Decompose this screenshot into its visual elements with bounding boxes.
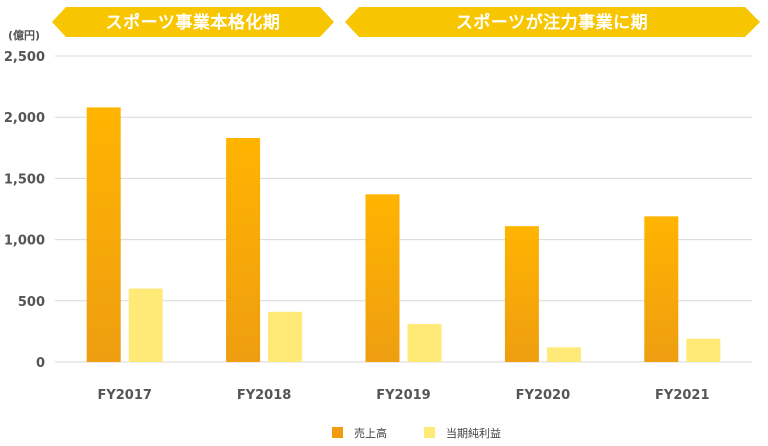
y-tick-labels: 0 500 1,000 1,500 2,000 2,500 bbox=[4, 50, 45, 371]
banner-2-arrow bbox=[345, 7, 760, 37]
x-tick-label: FY2020 bbox=[516, 388, 570, 403]
bar-net-profit bbox=[128, 288, 163, 362]
y-tick-label: 1,000 bbox=[4, 234, 45, 249]
x-tick-label: FY2018 bbox=[237, 388, 291, 403]
y-tick-label: 1,500 bbox=[4, 172, 45, 187]
y-axis-unit-label: (億円) bbox=[8, 28, 40, 42]
legend-label-profit: 当期純利益 bbox=[446, 426, 501, 440]
legend-swatch-profit bbox=[424, 427, 435, 438]
banner-2: スポーツが注力事業に期 bbox=[345, 7, 760, 37]
bars bbox=[86, 107, 721, 363]
y-tick-label: 0 bbox=[36, 356, 45, 371]
y-tick-label: 500 bbox=[18, 295, 45, 310]
banner-1-arrow bbox=[52, 7, 334, 37]
x-tick-label: FY2019 bbox=[376, 388, 430, 403]
x-tick-labels: FY2017 FY2018 FY2019 FY2020 FY2021 bbox=[97, 388, 709, 403]
bar-sales bbox=[86, 107, 121, 363]
bar-sales bbox=[644, 216, 679, 362]
legend-label-sales: 売上高 bbox=[354, 426, 387, 440]
x-tick-label: FY2021 bbox=[655, 388, 709, 403]
bar-net-profit bbox=[268, 311, 303, 362]
bar-sales bbox=[365, 194, 400, 362]
gridlines bbox=[55, 55, 752, 363]
y-tick-label: 2,500 bbox=[4, 50, 45, 65]
bar-sales bbox=[504, 226, 539, 362]
legend: 売上高 当期純利益 bbox=[332, 426, 501, 440]
banner-1-text: スポーツ事業本格化期 bbox=[106, 12, 281, 33]
legend-swatch-sales bbox=[332, 427, 343, 438]
banner-2-text: スポーツが注力事業に期 bbox=[456, 12, 648, 33]
bar-net-profit bbox=[546, 347, 581, 362]
x-tick-label: FY2017 bbox=[97, 388, 151, 403]
y-tick-label: 2,000 bbox=[4, 111, 45, 126]
bar-net-profit bbox=[686, 338, 721, 362]
bar-net-profit bbox=[407, 324, 442, 362]
bar-sales bbox=[226, 138, 261, 362]
banner-1: スポーツ事業本格化期 bbox=[52, 7, 334, 37]
